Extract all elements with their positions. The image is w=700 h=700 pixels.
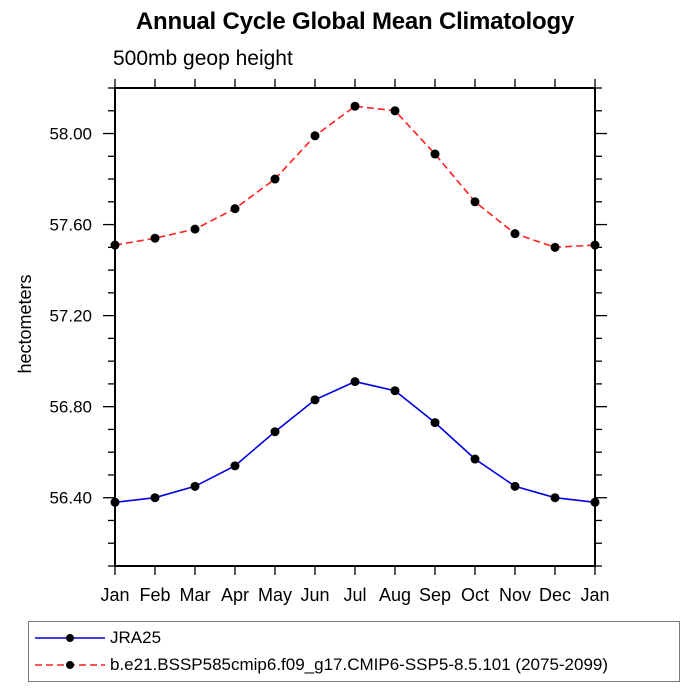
data-point [430, 149, 440, 159]
series-line [114, 105, 596, 249]
data-point [510, 229, 520, 239]
data-point [390, 106, 400, 116]
data-point [590, 240, 600, 250]
x-tick-label: Jun [300, 585, 329, 605]
legend-marker-dot [66, 661, 74, 669]
data-point [150, 493, 160, 503]
data-point [550, 242, 560, 252]
data-point [430, 418, 440, 428]
x-tick-label: Dec [539, 585, 571, 605]
data-point [310, 131, 320, 141]
legend-line-sample [35, 661, 105, 669]
data-point [190, 481, 200, 491]
data-point [110, 240, 120, 250]
series-line [114, 380, 596, 504]
chart-title: Annual Cycle Global Mean Climatology [135, 8, 575, 35]
x-tick-label: Jul [343, 585, 366, 605]
data-point [230, 204, 240, 214]
plot-frame [114, 87, 596, 567]
legend-label: JRA25 [110, 628, 162, 647]
data-point [110, 497, 120, 507]
x-tick-label: Aug [379, 585, 411, 605]
y-tick-label: 57.20 [49, 307, 92, 326]
x-tick-label: Jan [100, 585, 129, 605]
data-point [350, 101, 360, 111]
legend-label: b.e21.BSSP585cmip6.f09_g17.CMIP6-SSP5-8.… [110, 655, 609, 674]
data-point [350, 377, 360, 387]
y-tick-label: 58.00 [49, 125, 92, 144]
data-point [190, 224, 200, 234]
legend-item: b.e21.BSSP585cmip6.f09_g17.CMIP6-SSP5-8.… [33, 652, 679, 679]
data-point [270, 427, 280, 437]
x-tick-label: Feb [139, 585, 170, 605]
y-tick-label: 57.60 [49, 216, 92, 235]
data-point [510, 481, 520, 491]
x-tick-label: Nov [499, 585, 531, 605]
y-tick-label: 56.40 [49, 489, 92, 508]
x-tick-label: Sep [419, 585, 451, 605]
data-point [390, 386, 400, 396]
x-tick-label: Apr [221, 585, 249, 605]
x-tick-label: Mar [180, 585, 211, 605]
data-point [550, 493, 560, 503]
y-tick-label: 56.80 [49, 398, 92, 417]
data-point [150, 233, 160, 243]
data-point [270, 174, 280, 184]
legend-box: JRA25 b.e21.BSSP585cmip6.f09_g17.CMIP6-SS… [28, 621, 680, 682]
data-point [470, 197, 480, 207]
legend-line-sample [35, 634, 105, 642]
data-point [470, 454, 480, 464]
x-tick-label: Oct [461, 585, 489, 605]
data-point [590, 497, 600, 507]
data-point [230, 461, 240, 471]
x-tick-label: Jan [580, 585, 609, 605]
x-tick-label: May [258, 585, 292, 605]
legend-item: JRA25 [33, 625, 679, 652]
chart-subtitle: 500mb geop height [113, 47, 293, 70]
legend-marker-dot [66, 634, 74, 642]
data-point [310, 395, 320, 405]
